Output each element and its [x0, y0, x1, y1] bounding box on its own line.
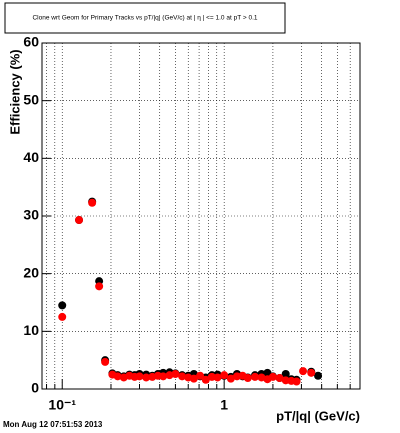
x-tick-label: 10⁻¹	[48, 397, 76, 413]
point	[75, 216, 84, 225]
point	[268, 372, 277, 381]
point	[101, 357, 110, 366]
point	[226, 374, 235, 383]
point	[250, 372, 259, 381]
chart-title: Clone wrt Geom for Primary Tracks vs pT/…	[32, 15, 257, 22]
point	[275, 374, 284, 383]
y-tick-label: 0	[31, 380, 39, 396]
point	[292, 377, 301, 386]
title-box	[4, 2, 286, 34]
point	[213, 373, 222, 382]
point	[243, 374, 252, 383]
y-tick-label: 60	[23, 34, 39, 50]
y-tick-label: 30	[23, 207, 39, 223]
point	[58, 312, 67, 321]
point	[142, 373, 151, 382]
point	[281, 370, 290, 379]
point	[299, 367, 308, 376]
point	[171, 370, 180, 379]
y-axis-label: Efficiency (%)	[7, 49, 22, 134]
point	[135, 372, 144, 381]
point	[113, 372, 122, 381]
point	[159, 372, 168, 381]
y-tick-label: 20	[23, 264, 39, 280]
point	[178, 372, 187, 381]
point	[307, 368, 316, 377]
point	[88, 198, 97, 207]
x-tick-label: 1	[220, 397, 228, 413]
point	[220, 371, 229, 380]
y-tick-label: 10	[23, 322, 39, 338]
plot-frame	[41, 42, 361, 390]
point	[95, 282, 104, 291]
y-tick-label: 50	[23, 91, 39, 107]
x-axis-label: pT/|q| (GeV/c)	[276, 408, 360, 423]
point	[314, 371, 323, 380]
point	[58, 301, 67, 310]
timestamp: Mon Aug 12 07:51:53 2013	[3, 420, 103, 429]
y-tick-label: 40	[23, 149, 39, 165]
point	[201, 375, 210, 384]
point	[196, 371, 205, 380]
point	[189, 374, 198, 383]
